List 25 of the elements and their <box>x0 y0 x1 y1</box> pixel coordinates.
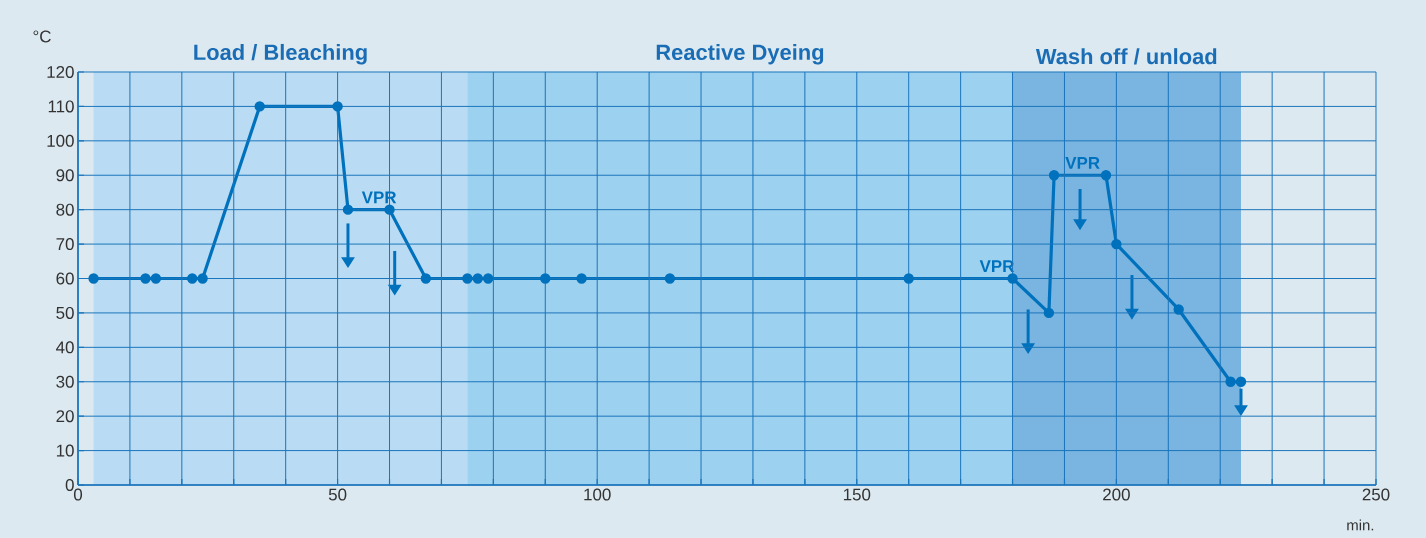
y-tick-label: 0 <box>65 479 74 491</box>
y-tick-label: 110 <box>48 100 74 113</box>
y-tick-label: 10 <box>56 444 74 457</box>
y-axis-title: °C <box>33 30 51 43</box>
x-tick-label: 0 <box>73 488 83 501</box>
x-tick-label: 250 <box>1362 488 1390 501</box>
y-tick-label: 80 <box>56 203 74 216</box>
y-tick-label: 20 <box>56 410 74 423</box>
y-tick-label: 40 <box>56 341 74 354</box>
x-axis-title: min. <box>1347 519 1374 531</box>
annotation: VPR <box>1065 157 1100 169</box>
x-tick-label: 100 <box>584 488 611 501</box>
y-tick-label: 100 <box>47 134 74 147</box>
y-tick-label: 70 <box>56 238 74 251</box>
y-tick-label: 30 <box>56 375 74 388</box>
band-label: Wash off / unload <box>1035 48 1217 65</box>
band-label: Reactive Dyeing <box>656 43 824 65</box>
y-tick-label: 90 <box>56 169 74 182</box>
x-tick-label: 150 <box>843 488 871 501</box>
x-tick-label: 200 <box>1103 488 1130 501</box>
y-tick-label: 60 <box>56 272 74 285</box>
y-tick-label: 120 <box>47 66 74 78</box>
x-tick-label: 50 <box>328 488 347 501</box>
band-label: Load / Bleaching <box>194 43 367 65</box>
y-tick-label: 50 <box>56 306 74 319</box>
